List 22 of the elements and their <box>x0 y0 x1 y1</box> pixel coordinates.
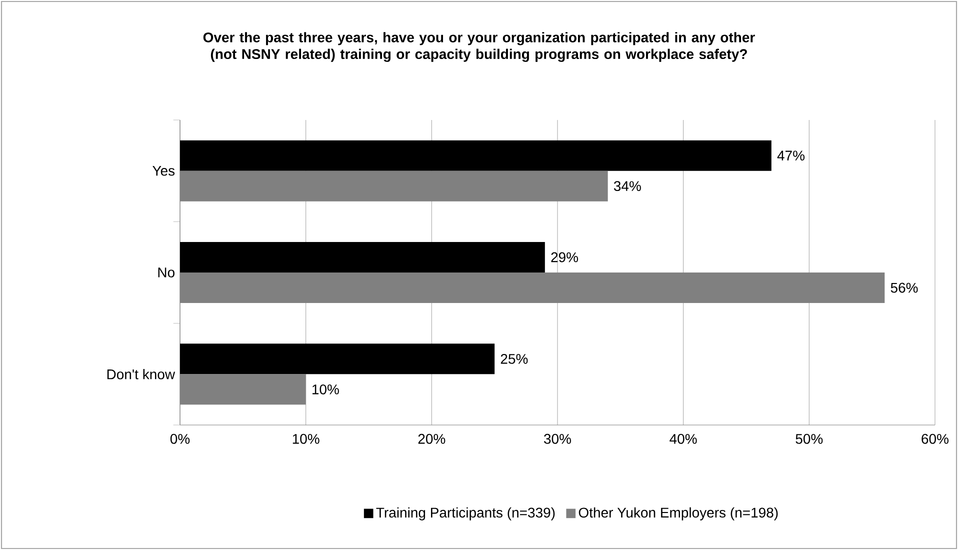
data-label: 47% <box>777 150 805 160</box>
x-tick-label: 30% <box>544 434 571 444</box>
y-tick-label: No <box>158 268 174 278</box>
bar <box>180 140 772 171</box>
data-label: 56% <box>890 282 918 293</box>
x-tick-label: 60% <box>922 434 948 444</box>
x-tick-label: 50% <box>796 434 823 444</box>
bar <box>180 344 495 374</box>
legend-label: Training Participants (n=339) <box>376 507 555 520</box>
x-tick-label: 10% <box>292 434 320 444</box>
x-tick-label: 40% <box>670 434 697 444</box>
y-tick-label: Yes <box>152 166 175 176</box>
legend-label: Other Yukon Employers (n=198) <box>578 507 778 520</box>
x-tick-label: 0% <box>170 434 190 444</box>
y-tick-label: Don't know <box>107 369 176 380</box>
bar <box>180 242 545 272</box>
data-label: 10% <box>312 384 339 394</box>
data-label: 29% <box>551 252 578 262</box>
data-label: 25% <box>500 354 528 364</box>
chart-title: Over the past three years, have you or your organization participated in any other (not NSNY related) training or capacity building programs on workplace safety? <box>203 32 755 62</box>
x-tick-label: 20% <box>418 434 446 444</box>
data-label: 34% <box>614 181 641 192</box>
